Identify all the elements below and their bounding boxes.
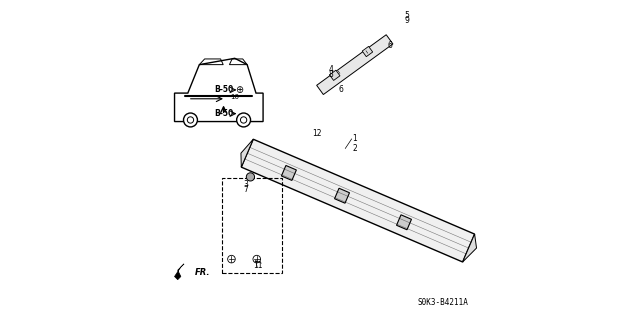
Polygon shape	[317, 35, 393, 94]
Bar	[335, 188, 349, 203]
Text: 6: 6	[387, 41, 392, 50]
Text: 1: 1	[353, 134, 357, 144]
Text: FR.: FR.	[195, 268, 211, 277]
Text: 11: 11	[253, 261, 263, 270]
Polygon shape	[463, 234, 477, 262]
Circle shape	[188, 117, 194, 123]
Text: 4: 4	[328, 65, 333, 74]
Text: 9: 9	[404, 16, 410, 25]
Bar	[397, 215, 412, 230]
Text: 10: 10	[230, 94, 239, 100]
Text: 3: 3	[243, 180, 248, 189]
Text: 2: 2	[353, 144, 357, 153]
Text: S0K3-B4211A: S0K3-B4211A	[418, 298, 468, 307]
Text: 12: 12	[312, 129, 321, 138]
Text: 5: 5	[404, 11, 410, 20]
Bar	[282, 166, 296, 181]
Text: 6: 6	[338, 85, 343, 94]
Text: 8: 8	[329, 70, 333, 78]
Bar	[330, 70, 340, 80]
Polygon shape	[241, 139, 475, 262]
Text: B-50: B-50	[214, 85, 233, 94]
Bar	[222, 178, 282, 273]
Text: B-50: B-50	[214, 109, 233, 118]
Text: 7: 7	[243, 185, 248, 194]
Circle shape	[184, 113, 197, 127]
Circle shape	[237, 113, 250, 127]
Polygon shape	[175, 264, 184, 280]
Text: ⊕: ⊕	[236, 85, 243, 95]
Polygon shape	[241, 139, 253, 167]
Bar	[362, 46, 372, 57]
Circle shape	[246, 173, 255, 181]
Circle shape	[241, 117, 247, 123]
